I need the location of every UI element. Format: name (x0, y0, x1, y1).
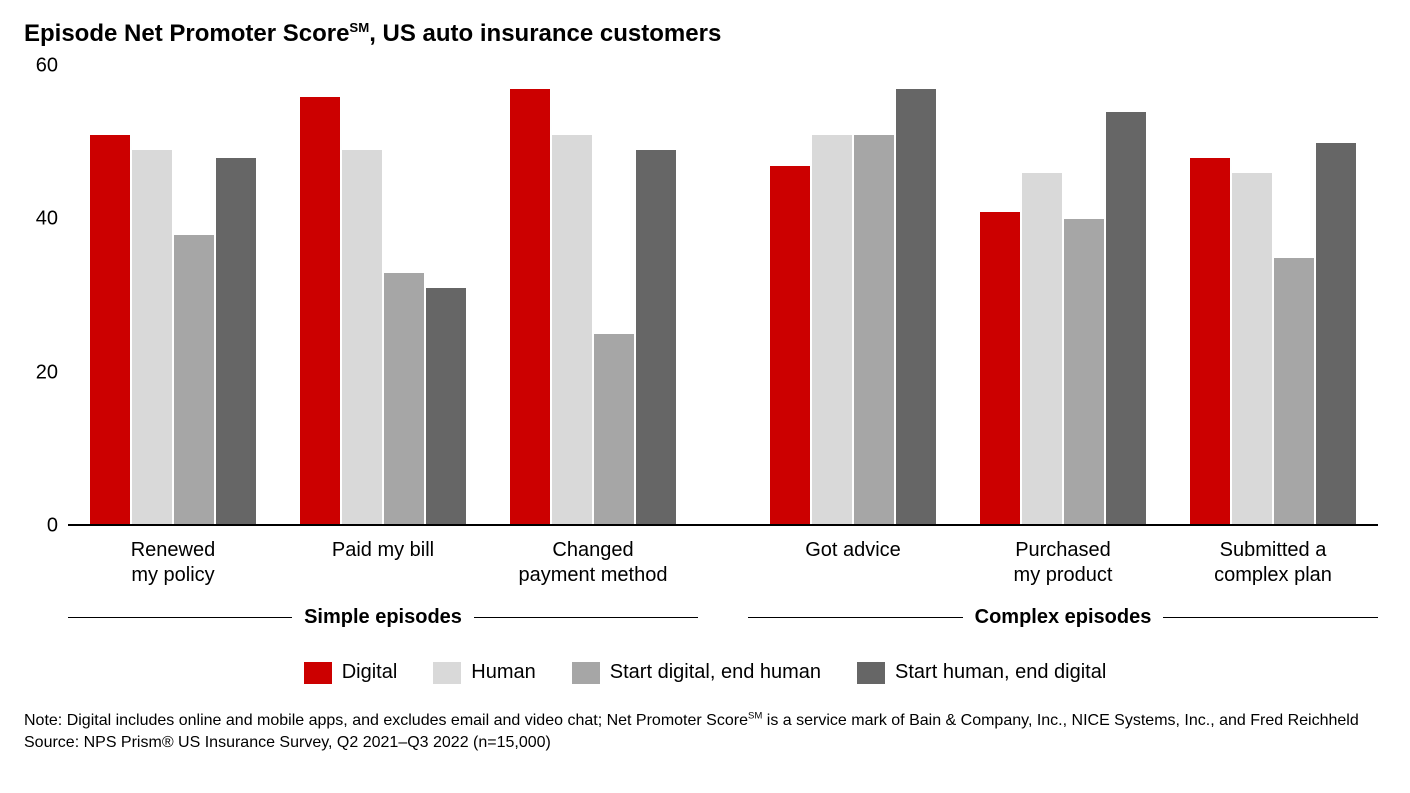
y-tick-label: 40 (36, 208, 58, 231)
x-axis-labels: Renewedmy policyPaid my billChangedpayme… (68, 538, 1378, 588)
chart-section (68, 66, 698, 526)
note-sup: SM (748, 711, 762, 722)
bar (594, 334, 634, 526)
bar-group (68, 66, 278, 526)
bar (980, 212, 1020, 526)
title-pre: Episode Net Promoter Score (24, 20, 349, 47)
y-tick-label: 0 (47, 515, 58, 538)
legend-label: Digital (342, 661, 398, 684)
x-group-label: Submitted acomplex plan (1168, 538, 1378, 588)
chart-plot-area: 0204060 (68, 66, 1378, 526)
legend-label: Start human, end digital (895, 661, 1106, 684)
bar (426, 288, 466, 526)
x-group-label: Got advice (748, 538, 958, 588)
bar-groups (68, 66, 1378, 526)
x-group-label: Paid my bill (278, 538, 488, 588)
x-group-label: Renewedmy policy (68, 538, 278, 588)
bar-group (1168, 66, 1378, 526)
bar (812, 135, 852, 526)
y-tick-label: 60 (36, 55, 58, 78)
chart-title: Episode Net Promoter ScoreSM, US auto in… (24, 20, 1386, 48)
x-group-label: Purchasedmy product (958, 538, 1168, 588)
legend-item: Digital (304, 661, 398, 684)
bar (1022, 173, 1062, 526)
y-axis: 0204060 (24, 66, 64, 526)
bar (1064, 219, 1104, 526)
chart-section (748, 66, 1378, 526)
bar (342, 150, 382, 526)
bar (636, 150, 676, 526)
section-label-block: Simple episodes (68, 606, 698, 629)
legend-item: Start human, end digital (857, 661, 1106, 684)
section-label-block: Complex episodes (748, 606, 1378, 629)
legend-label: Start digital, end human (610, 661, 821, 684)
bar (854, 135, 894, 526)
bar (300, 97, 340, 526)
bar (216, 158, 256, 526)
legend-swatch (433, 662, 461, 684)
bar (174, 235, 214, 526)
y-tick-label: 20 (36, 361, 58, 384)
x-group-label: Changedpayment method (488, 538, 698, 588)
legend-label: Human (471, 661, 535, 684)
note-line: Note: Digital includes online and mobile… (24, 710, 1386, 732)
legend-swatch (572, 662, 600, 684)
bar-group (748, 66, 958, 526)
bar (384, 273, 424, 526)
bar-group (488, 66, 698, 526)
bar (132, 150, 172, 526)
section-labels: Simple episodes Complex episodes (68, 606, 1378, 629)
bar (90, 135, 130, 526)
note-post: is a service mark of Bain & Company, Inc… (762, 712, 1358, 729)
title-post: , US auto insurance customers (369, 20, 721, 47)
source-line: Source: NPS Prism® US Insurance Survey, … (24, 732, 1386, 754)
bar (770, 166, 810, 526)
legend-item: Human (433, 661, 535, 684)
legend-swatch (857, 662, 885, 684)
x-axis-baseline (68, 524, 1378, 526)
title-sup: SM (349, 20, 369, 35)
bar-group (278, 66, 488, 526)
bar (1106, 112, 1146, 526)
bar (1190, 158, 1230, 526)
legend: Digital Human Start digital, end human Star… (24, 661, 1386, 684)
bar-group (958, 66, 1168, 526)
legend-swatch (304, 662, 332, 684)
bar (552, 135, 592, 526)
footnotes: Note: Digital includes online and mobile… (24, 710, 1386, 753)
bar (1316, 143, 1356, 526)
section-label: Simple episodes (300, 606, 466, 629)
bar (510, 89, 550, 526)
bar (896, 89, 936, 526)
bar (1274, 258, 1314, 526)
note-pre: Note: Digital includes online and mobile… (24, 712, 748, 729)
legend-item: Start digital, end human (572, 661, 821, 684)
section-label: Complex episodes (971, 606, 1156, 629)
bar (1232, 173, 1272, 526)
